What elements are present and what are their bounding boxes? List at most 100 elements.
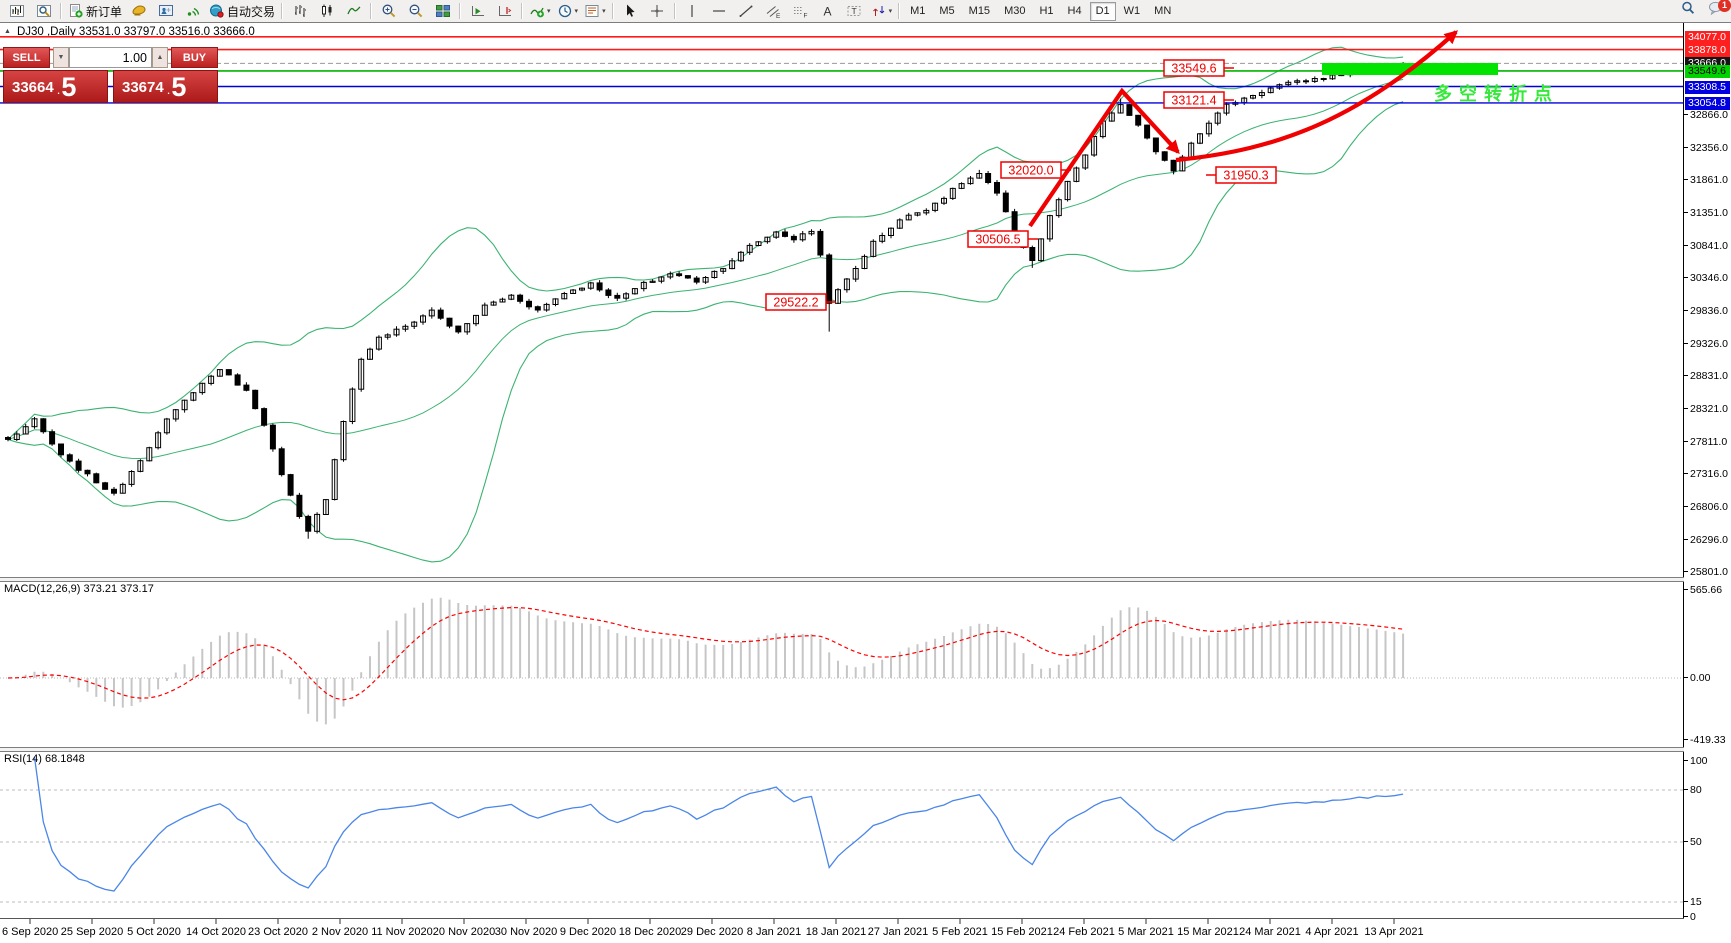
timeframe-m15[interactable]: M15 (968, 4, 991, 17)
arrows-icon (871, 3, 887, 19)
tile-windows-button[interactable] (429, 1, 456, 22)
bollinger-bands (7, 46, 1404, 563)
date-label: 11 Nov 2020 (371, 926, 433, 938)
timeframe-h1[interactable]: H1 (1039, 4, 1054, 17)
price-tick-label: 26806.0 (1684, 501, 1728, 513)
rsi-pane[interactable] (0, 757, 1683, 903)
pane-divider (0, 918, 1731, 919)
timeframe-m1[interactable]: M1 (910, 4, 926, 17)
chart-window-icon (9, 3, 25, 19)
dropdown-caret-icon: ▾ (574, 7, 579, 15)
cursor-icon (622, 3, 638, 19)
chart-note-text[interactable]: 多空转折点 (1434, 84, 1559, 104)
timeframe-w1[interactable]: W1 (1123, 4, 1141, 17)
cursor-button[interactable] (617, 1, 644, 22)
price-tick-label: 26296.0 (1684, 534, 1728, 546)
volume-increase-button[interactable]: ▲ (152, 47, 168, 68)
timeframe-m30[interactable]: M30 (1004, 4, 1026, 17)
price-tick-label: 27316.0 (1684, 468, 1728, 480)
search-button[interactable] (1677, 1, 1699, 20)
periods-button[interactable]: ▾ (554, 1, 582, 22)
macd-indicator-label: MACD(12,26,9) 373.21 373.17 (4, 583, 154, 595)
line-chart-mode-button[interactable] (340, 1, 367, 22)
pane-divider[interactable] (0, 577, 1731, 582)
price-annotation[interactable]: 31950.3 (1206, 166, 1277, 184)
text-label-icon: T (846, 3, 862, 19)
dropdown-caret-icon: ▾ (547, 7, 551, 15)
crosshair-button[interactable] (644, 1, 671, 22)
rsi-line (33, 757, 1404, 892)
candlestick-mode-button[interactable] (313, 1, 340, 22)
toolbar-separator (370, 3, 373, 19)
sell-price[interactable]: 33664. 5 (3, 70, 108, 103)
text-label-button[interactable]: T (841, 1, 868, 22)
timeframe-mn[interactable]: MN (1154, 4, 1172, 17)
signal-button[interactable] (179, 1, 206, 22)
toolbar-separator (281, 3, 284, 19)
equidistant-channel-button[interactable]: E (760, 1, 787, 22)
zoom-in-icon (381, 3, 397, 19)
equidistant-channel-icon: E (765, 3, 781, 19)
timeframe-h4[interactable]: H4 (1067, 4, 1082, 17)
chart-shift-button[interactable] (491, 1, 518, 22)
toolbar-separator (898, 3, 901, 19)
price-tick-label: 25801.0 (1684, 566, 1728, 578)
toolbar: 新订单 自动交易 ▾ ▾ ▾ E F A T ▾ M1 M5 M15 M30 H1 H4 D1 W1 MN 1 (0, 0, 1731, 23)
buy-price[interactable]: 33674. 5 (113, 70, 218, 103)
auto-scroll-button[interactable] (464, 1, 491, 22)
auto-trading-button[interactable]: 自动交易 (206, 1, 278, 22)
horizontal-line-icon (711, 3, 727, 19)
text-button[interactable]: A (814, 1, 841, 22)
time-axis[interactable]: 6 Sep 2020 25 Sep 2020 5 Oct 2020 14 Oct 20… (0, 920, 1731, 943)
chart-window-button[interactable] (3, 1, 30, 22)
zoom-out-button[interactable] (402, 1, 429, 22)
mql-editor-button[interactable] (125, 1, 152, 22)
date-label: 18 Jan 2021 (805, 926, 867, 938)
buy-button[interactable]: BUY (171, 47, 218, 68)
svg-text:33121.4: 33121.4 (1171, 94, 1216, 108)
timeframe-d1[interactable]: D1 (1089, 1, 1116, 21)
profile-window-button[interactable] (30, 1, 57, 22)
price-annotation[interactable]: 29522.2 (765, 293, 836, 311)
rsi-tick-label: 0 (1684, 911, 1696, 923)
pane-divider[interactable] (0, 747, 1731, 752)
trend-arrow[interactable] (1175, 30, 1459, 163)
new-order-button[interactable]: 新订单 (65, 1, 125, 22)
price-tick-label: 30346.0 (1684, 272, 1728, 284)
trendline-icon (738, 3, 754, 19)
price-axis[interactable]: 32866.0 32356.0 31861.0 31351.0 30841.0 30346… (1683, 22, 1731, 923)
price-annotation[interactable]: 33121.4 (1163, 91, 1234, 109)
macd-pane[interactable] (0, 597, 1683, 725)
price-tick-label: 28321.0 (1684, 403, 1728, 415)
price-annotation[interactable]: 32020.0 (1000, 161, 1071, 179)
date-label: 24 Mar 2021 (1239, 926, 1301, 938)
svg-text:33549.6: 33549.6 (1171, 62, 1216, 76)
volume-input[interactable] (69, 47, 152, 68)
date-label: 23 Oct 2020 (248, 926, 308, 938)
vertical-line-button[interactable] (679, 1, 706, 22)
bar-chart-mode-button[interactable] (286, 1, 313, 22)
timeframe-m5[interactable]: M5 (939, 4, 955, 17)
main-pane[interactable]: 33549.6 33121.4 32020.0 31950.3 30506.5 29522… (0, 30, 1683, 563)
trend-arrow[interactable] (1028, 87, 1180, 228)
price-annotation[interactable]: 30506.5 (967, 230, 1038, 248)
zoom-in-button[interactable] (375, 1, 402, 22)
signal-icon (185, 3, 201, 19)
sell-button[interactable]: SELL (3, 47, 50, 68)
trendline-button[interactable] (733, 1, 760, 22)
notification-badge: 1 (1718, 0, 1731, 12)
price-tick-label: 29326.0 (1684, 338, 1728, 350)
indicators-button[interactable]: ▾ (526, 1, 554, 22)
volume-decrease-button[interactable]: ▼ (53, 47, 69, 68)
dropdown-caret-icon: ▾ (602, 7, 606, 15)
price-annotation[interactable]: 33549.6 (1163, 59, 1234, 77)
templates-button[interactable]: ▾ (581, 1, 609, 22)
fibonacci-button[interactable]: F (787, 1, 814, 22)
collapse-arrow-icon[interactable]: ▲ (4, 28, 11, 35)
date-label: 5 Oct 2020 (127, 926, 181, 938)
horizontal-line-button[interactable] (706, 1, 733, 22)
arrows-button[interactable]: ▾ (868, 1, 896, 22)
chat-button[interactable]: 1 (1705, 0, 1731, 20)
terminal-window-button[interactable] (152, 1, 179, 22)
